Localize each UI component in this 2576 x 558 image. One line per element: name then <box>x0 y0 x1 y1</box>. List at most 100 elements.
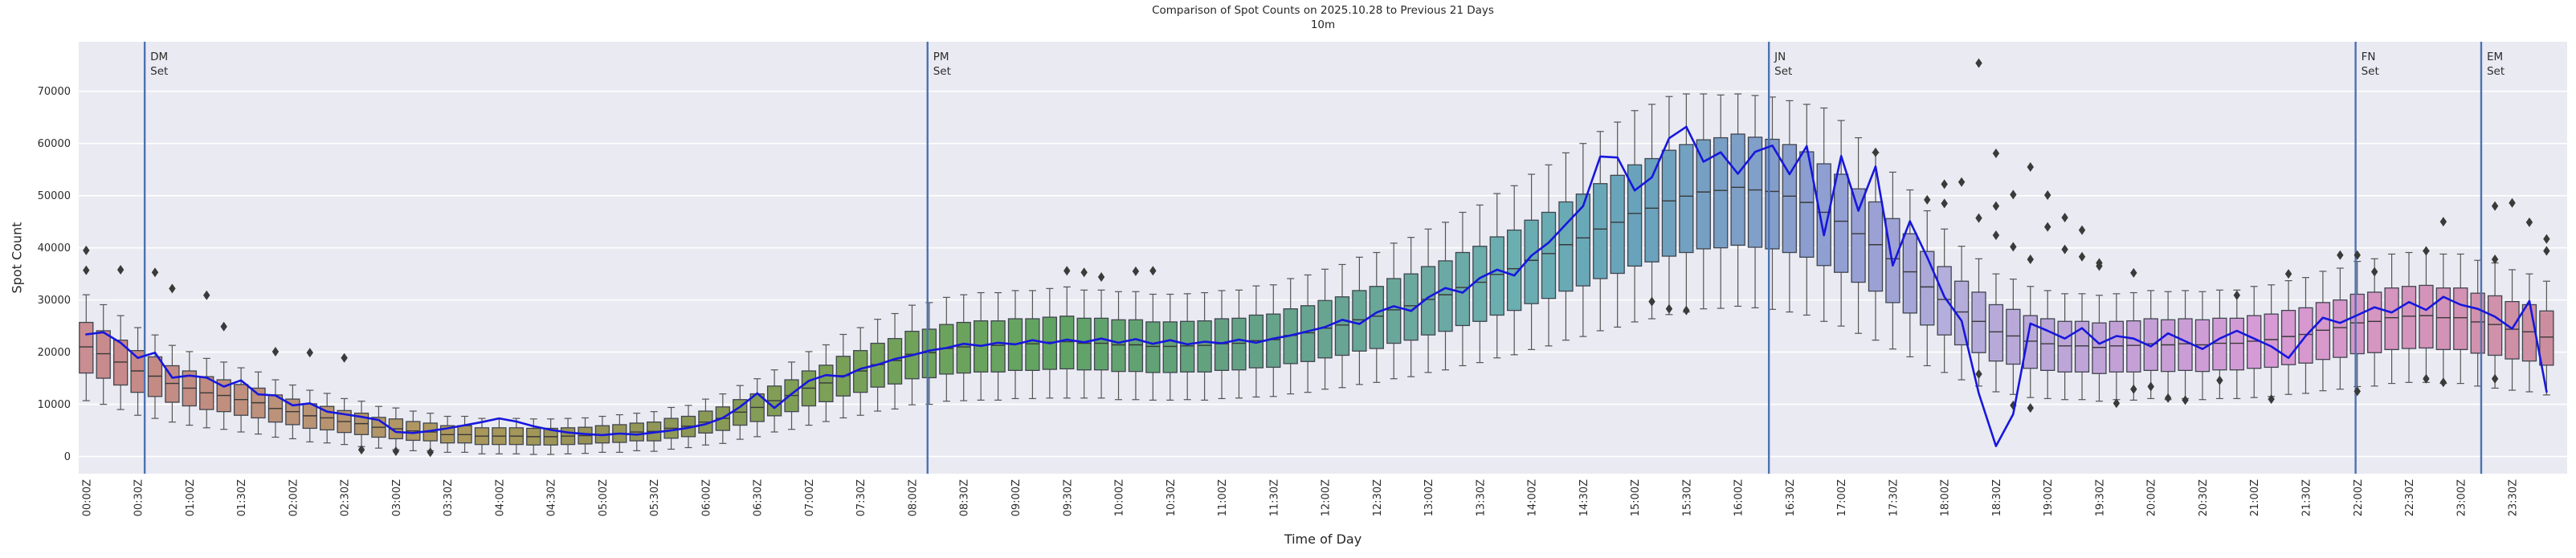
outlier-point <box>83 265 90 275</box>
outlier-point <box>1665 303 1673 314</box>
box-body <box>1644 157 1659 263</box>
box <box>1541 164 1557 347</box>
y-tick-label: 20000 <box>38 347 71 359</box>
outlier-point <box>2147 381 2154 392</box>
box <box>2143 290 2158 400</box>
y-tick-label: 40000 <box>38 242 71 255</box>
x-tick-label: 04:30Z <box>546 479 558 516</box>
box-body <box>1799 151 1815 259</box>
box-body <box>2384 287 2399 351</box>
box-body <box>1627 164 1643 267</box>
outlier-point <box>427 447 434 458</box>
box <box>1352 256 1367 385</box>
x-tick-label: 02:00Z <box>288 479 300 516</box>
x-tick-label: 19:00Z <box>2043 479 2055 516</box>
box <box>1145 293 1161 401</box>
box <box>1231 289 1247 399</box>
box-body <box>1145 321 1161 373</box>
box-body <box>1489 236 1504 316</box>
x-tick-label: 14:00Z <box>1527 479 1539 516</box>
x-tick-label: 07:30Z <box>855 479 868 516</box>
outlier-point <box>1941 198 1948 209</box>
box <box>2212 289 2227 400</box>
box-body <box>1093 317 1109 371</box>
outlier-point <box>1924 194 1931 205</box>
box-body <box>1334 296 1350 356</box>
outlier-point <box>1149 266 1157 276</box>
box-body <box>1730 133 1745 246</box>
x-tick-label: 16:30Z <box>1785 479 1797 516</box>
outlier-point <box>357 445 365 455</box>
box-body <box>1816 163 1831 267</box>
outlier-point <box>2543 246 2550 256</box>
box <box>1334 263 1350 389</box>
x-tick-label: 22:00Z <box>2353 479 2365 516</box>
box-body <box>1765 138 1780 250</box>
boxes-layer <box>79 93 2554 455</box>
box-body <box>79 321 94 374</box>
box-body <box>1971 291 1986 353</box>
box-body <box>2264 313 2279 369</box>
box <box>2006 279 2021 395</box>
box <box>337 397 352 446</box>
x-tick-label: 03:00Z <box>391 479 403 516</box>
box-body <box>1076 317 1092 371</box>
outlier-point <box>2182 395 2189 405</box>
box <box>2401 251 2417 383</box>
box <box>663 406 679 450</box>
box <box>1988 273 2004 393</box>
box <box>406 410 421 452</box>
outlier-point <box>2130 384 2137 394</box>
outlier-point <box>271 346 280 356</box>
box <box>1730 93 1745 308</box>
box-body <box>2521 303 2537 362</box>
box <box>1593 131 1608 332</box>
box-body <box>1833 173 1849 273</box>
box-body <box>1111 319 1126 373</box>
x-tick-label: 02:30Z <box>340 479 352 516</box>
box <box>1558 152 1574 341</box>
box-body <box>1162 321 1178 373</box>
box-body <box>96 330 111 379</box>
x-tick-label: 20:30Z <box>2198 479 2210 516</box>
box-body <box>1403 273 1419 341</box>
box-body <box>1782 144 1798 254</box>
outlier-point <box>341 352 348 363</box>
box <box>1420 228 1436 373</box>
x-tick-label: 06:30Z <box>753 479 765 516</box>
box <box>853 327 868 416</box>
x-tick-label: 17:00Z <box>1836 479 1848 516</box>
box-body <box>2280 309 2296 365</box>
box <box>2333 267 2348 390</box>
box <box>784 361 799 430</box>
box-body <box>1472 246 1488 322</box>
x-tick-label: 15:00Z <box>1630 479 1642 516</box>
box <box>1644 104 1659 320</box>
outlier-point <box>2043 190 2051 201</box>
box <box>1575 143 1590 337</box>
outlier-point <box>2010 242 2017 252</box>
outlier-point <box>1097 272 1105 283</box>
box <box>1902 189 1917 358</box>
box <box>1747 95 1763 308</box>
box-body <box>1920 250 1935 326</box>
box-body <box>1868 201 1884 292</box>
box <box>1403 237 1419 377</box>
box-body <box>2126 320 2141 373</box>
box <box>182 351 197 426</box>
y-tick-label: 30000 <box>38 295 71 307</box>
box-body <box>2212 317 2227 371</box>
x-tick-label: 05:30Z <box>649 479 661 516</box>
x-tick-label: 07:00Z <box>804 479 816 516</box>
box-body <box>2419 284 2434 349</box>
outlier-point <box>1958 177 1966 187</box>
outlier-point <box>2491 201 2499 211</box>
box-body <box>1059 316 1075 370</box>
outlier-point <box>2543 234 2550 244</box>
x-tick-label: 03:30Z <box>443 479 455 516</box>
x-tick-label: 10:30Z <box>1166 479 1178 516</box>
box <box>647 411 662 452</box>
outlier-point <box>1975 369 1982 379</box>
box <box>939 296 954 402</box>
